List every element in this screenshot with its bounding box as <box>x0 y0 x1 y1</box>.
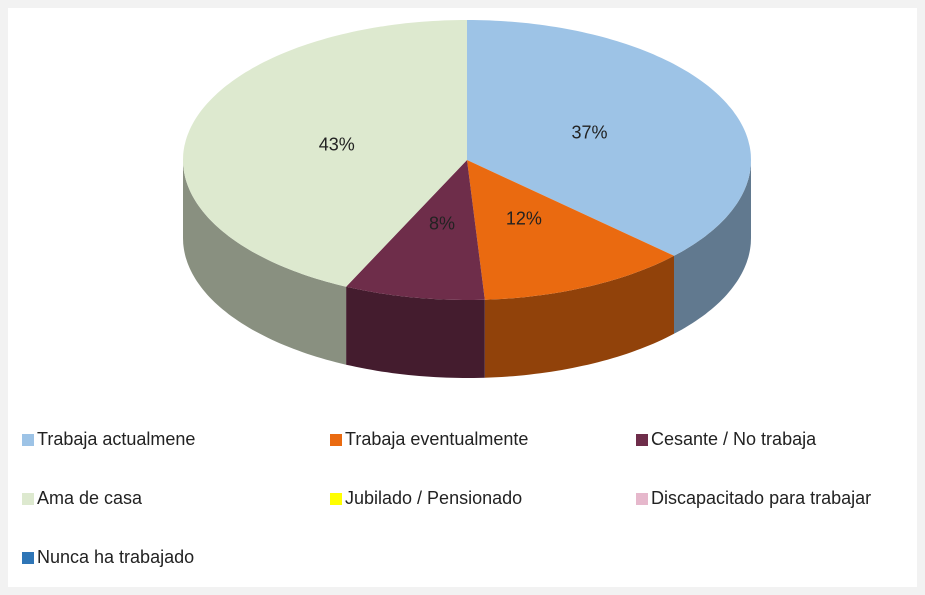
slice-side <box>674 160 751 334</box>
legend-label: Trabaja actualmene <box>37 429 195 449</box>
slice <box>183 20 467 287</box>
data-label: 12% <box>506 208 542 228</box>
slice <box>467 20 751 256</box>
slice-side <box>346 286 485 378</box>
legend-swatch <box>22 493 34 505</box>
legend-label: Trabaja eventualmente <box>345 429 528 449</box>
slice-side <box>484 255 674 378</box>
data-label: 43% <box>319 134 355 154</box>
legend-swatch <box>22 552 34 564</box>
legend-label: Nunca ha trabajado <box>37 547 194 567</box>
legend-label: Cesante / No trabaja <box>651 429 817 449</box>
slice <box>467 160 674 300</box>
legend-swatch <box>636 434 648 446</box>
data-label: 8% <box>429 213 455 233</box>
legend-swatch <box>22 434 34 446</box>
legend-label: Discapacitado para trabajar <box>651 488 871 508</box>
data-label: 37% <box>571 123 607 143</box>
legend-label: Jubilado / Pensionado <box>345 488 522 508</box>
legend-swatch <box>330 493 342 505</box>
legend-swatch <box>636 493 648 505</box>
legend-swatch <box>330 434 342 446</box>
slice-side <box>183 160 347 365</box>
legend-label: Ama de casa <box>37 488 143 508</box>
slice <box>346 160 485 300</box>
